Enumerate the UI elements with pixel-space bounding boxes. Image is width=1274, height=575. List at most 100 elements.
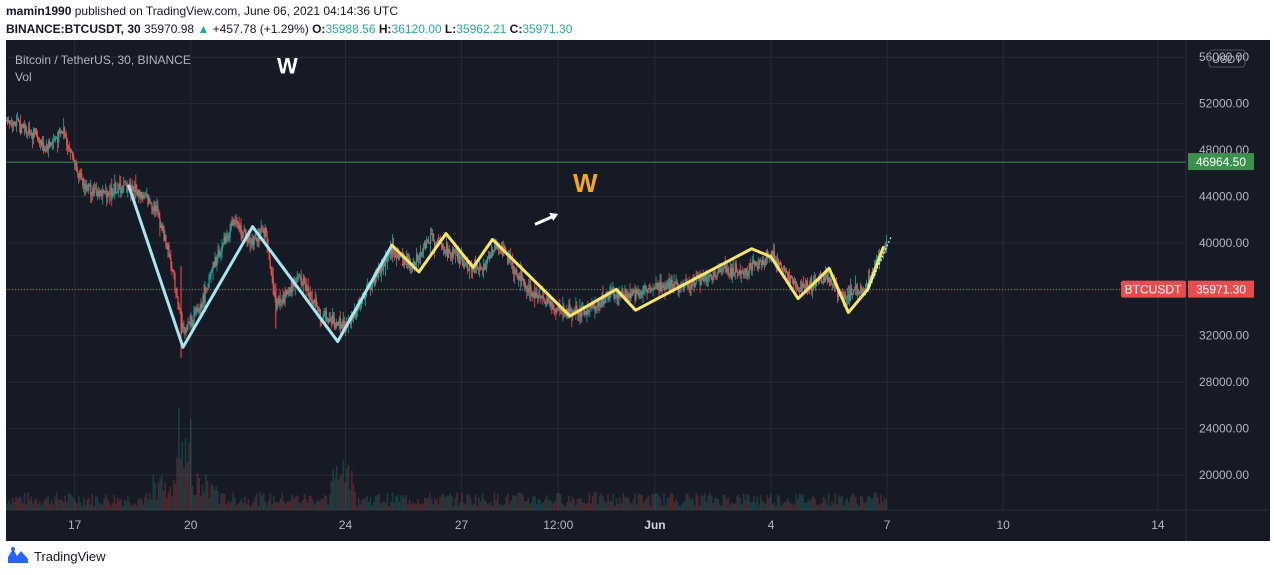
volume-bar [169, 486, 172, 510]
candle-body [36, 130, 38, 136]
tradingview-logo-icon[interactable] [6, 545, 30, 565]
volume-bar [257, 505, 260, 510]
chart-area[interactable]: W W Bitcoin / TetherUS, 30, BINANCE Vol 2000… [6, 40, 1270, 541]
volume-bar [507, 493, 509, 510]
volume-bar [91, 493, 94, 510]
volume-bar [193, 495, 195, 510]
volume-bar [393, 503, 396, 510]
volume-bar [471, 504, 474, 510]
volume-bar [637, 493, 640, 510]
volume-bar [659, 498, 662, 510]
candle-body [306, 286, 308, 291]
candle-body [188, 322, 190, 324]
volume-bar [720, 505, 723, 510]
volume-bar [719, 504, 721, 510]
volume-bar [532, 496, 535, 510]
candle-body [350, 319, 353, 325]
author-name[interactable]: mamin1990 [6, 4, 72, 18]
candle-body [533, 292, 535, 298]
candle-body [455, 251, 457, 253]
candle-body [371, 282, 374, 287]
volume-bar [698, 505, 701, 510]
volume-bar [842, 505, 845, 510]
candle-body [653, 288, 655, 290]
volume-bar [608, 501, 611, 510]
candle-body [849, 294, 851, 301]
volume-bar [235, 505, 238, 510]
volume-bar [556, 492, 558, 510]
volume-bar [457, 505, 460, 510]
volume-bar [634, 493, 636, 510]
candle-body [589, 306, 591, 312]
x-axis: 17 20 24 27 12:00 Jun 4 7 10 14 [68, 518, 1165, 532]
volume-bar [139, 498, 141, 510]
volume-bar [770, 494, 772, 510]
volume-bar [858, 505, 860, 510]
candle-body [100, 190, 102, 195]
volume-bar [162, 490, 165, 510]
candle-body [390, 248, 393, 255]
y-tick-label: 24000.00 [1199, 422, 1249, 436]
candle-body [103, 189, 105, 193]
candle-body [660, 281, 662, 292]
candle-body [516, 269, 518, 274]
volume-bar [878, 504, 881, 510]
candle-body [209, 276, 211, 279]
candle-body [783, 267, 786, 271]
price-chart[interactable]: W W Bitcoin / TetherUS, 30, BINANCE Vol 2000… [6, 40, 1270, 541]
candle-body [710, 274, 712, 279]
high-label: H: [378, 22, 392, 36]
candle-body [30, 133, 32, 136]
candle-body [282, 298, 284, 303]
volume-bar [16, 499, 19, 510]
y-tick-label: 44000.00 [1199, 189, 1249, 203]
candle-body [615, 295, 617, 298]
volume-bar [133, 503, 136, 510]
open-value: 35988.56 [325, 22, 376, 36]
candle-body [661, 288, 663, 292]
candle-body [868, 276, 870, 285]
volume-bar [217, 490, 219, 510]
volume-bar [166, 496, 168, 510]
tradingview-brand[interactable]: TradingView [34, 549, 106, 564]
candle-body [574, 309, 576, 314]
volume-bar [128, 502, 131, 510]
candle-body [234, 222, 236, 224]
volume-bar [8, 499, 10, 510]
candle-body [311, 300, 313, 304]
candle-body [672, 286, 674, 289]
candle-body [298, 276, 300, 278]
candle-body [456, 251, 458, 253]
volume-bar [137, 499, 139, 510]
candle-body [797, 289, 800, 292]
volume-bar [33, 499, 36, 510]
volume-bar [681, 503, 684, 510]
candle-body [631, 293, 633, 295]
volume-bar [252, 501, 255, 510]
volume-bar [201, 484, 204, 510]
candle-body [393, 251, 396, 253]
volume-bar [510, 500, 513, 510]
candle-body [229, 229, 231, 238]
volume-bar [181, 441, 184, 510]
current-price: 35970.98 [144, 22, 195, 36]
candle-body [759, 261, 761, 263]
candle-body [284, 294, 286, 297]
volume-bar [69, 493, 72, 510]
candle-body [169, 256, 171, 259]
volume-bar [356, 505, 358, 510]
arrow-head-icon [549, 212, 559, 221]
candle-body [163, 226, 165, 241]
candle-body [126, 184, 128, 191]
volume-bar [230, 501, 233, 510]
candle-body [45, 149, 47, 151]
volume-bar [101, 504, 104, 510]
volume-bar [705, 502, 708, 510]
w-pattern-yellow [390, 232, 885, 318]
volume-bar [636, 505, 638, 510]
volume-bar [485, 501, 487, 510]
candle-body [187, 322, 189, 326]
volume-bar [607, 493, 609, 510]
candle-body [544, 299, 546, 305]
currency-label: USDT [1212, 54, 1242, 66]
